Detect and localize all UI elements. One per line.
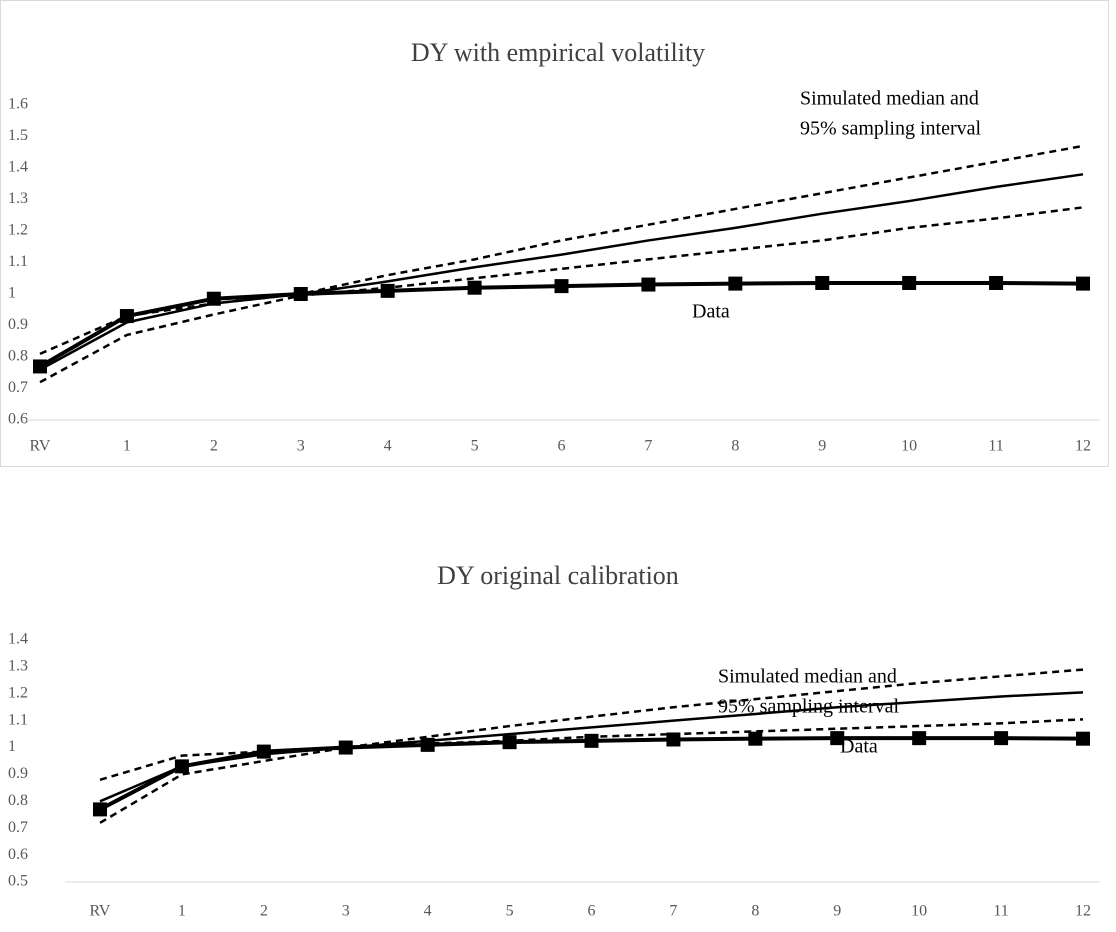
x-tick-label: 4 bbox=[424, 903, 432, 920]
x-tick-label: 7 bbox=[644, 438, 652, 455]
x-tick-label: 8 bbox=[751, 903, 759, 920]
y-tick-label: 0.6 bbox=[8, 846, 28, 863]
annotation: Data bbox=[692, 301, 730, 323]
x-tick-label: 11 bbox=[988, 438, 1003, 455]
y-tick-label: 1.5 bbox=[8, 127, 28, 144]
data-marker bbox=[830, 731, 845, 746]
y-tick-label: 1.1 bbox=[8, 253, 28, 270]
x-tick-label: 8 bbox=[731, 438, 739, 455]
x-tick-label: 6 bbox=[558, 438, 566, 455]
simulated-line bbox=[39, 206, 1084, 384]
chart-title: DY with empirical volatility bbox=[411, 38, 705, 67]
x-tick-label: 10 bbox=[901, 438, 917, 455]
y-tick-label: 0.9 bbox=[8, 316, 28, 333]
annotation: Simulated median and bbox=[718, 666, 897, 688]
data-marker bbox=[912, 731, 927, 746]
x-tick-label: 3 bbox=[342, 903, 350, 920]
y-tick-label: 1.3 bbox=[8, 190, 28, 207]
data-marker bbox=[902, 275, 917, 290]
simulated-line bbox=[39, 173, 1084, 371]
y-tick-label: 0.5 bbox=[8, 873, 28, 890]
y-tick-label: 0.6 bbox=[8, 411, 28, 428]
x-tick-label: 12 bbox=[1075, 903, 1091, 920]
data-marker bbox=[748, 731, 763, 746]
x-tick-label: RV bbox=[30, 438, 51, 455]
y-tick-label: 0.7 bbox=[8, 819, 28, 836]
annotation: 95% sampling interval bbox=[718, 696, 900, 718]
simulated-line bbox=[99, 668, 1084, 782]
data-marker bbox=[119, 309, 134, 324]
x-tick-label: 9 bbox=[818, 438, 826, 455]
y-tick-label: 1.6 bbox=[8, 96, 28, 113]
annotation: Simulated median and bbox=[800, 88, 979, 110]
x-tick-label: 2 bbox=[260, 903, 268, 920]
annotation: Data bbox=[840, 736, 878, 758]
y-tick-label: 1.2 bbox=[8, 222, 28, 239]
y-tick-label: 1 bbox=[8, 285, 16, 302]
data-marker bbox=[293, 287, 308, 301]
x-tick-label: 12 bbox=[1075, 438, 1091, 455]
data-marker bbox=[584, 733, 599, 748]
x-tick-label: 2 bbox=[210, 438, 218, 455]
x-tick-label: 9 bbox=[833, 903, 841, 920]
y-tick-label: 1.4 bbox=[8, 631, 28, 648]
data-line bbox=[99, 736, 1084, 812]
data-marker bbox=[420, 737, 435, 752]
x-tick-label: 4 bbox=[384, 438, 392, 455]
y-tick-label: 1.1 bbox=[8, 711, 28, 728]
y-tick-label: 0.8 bbox=[8, 792, 28, 809]
data-marker bbox=[994, 731, 1009, 746]
y-tick-label: 0.9 bbox=[8, 765, 28, 782]
x-tick-label: 5 bbox=[471, 438, 479, 455]
data-marker bbox=[206, 291, 221, 306]
data-marker bbox=[1076, 276, 1090, 291]
data-marker bbox=[467, 280, 482, 295]
data-marker bbox=[554, 279, 569, 294]
annotation: 95% sampling interval bbox=[800, 118, 982, 140]
y-tick-label: 0.8 bbox=[8, 348, 28, 365]
data-marker bbox=[728, 276, 743, 291]
x-tick-label: 7 bbox=[669, 903, 677, 920]
y-tick-label: 1 bbox=[8, 738, 16, 755]
x-tick-label: 5 bbox=[506, 903, 514, 920]
data-marker bbox=[93, 802, 107, 817]
data-marker bbox=[380, 283, 395, 298]
data-marker bbox=[338, 740, 353, 755]
chart-frame bbox=[0, 0, 1109, 467]
simulated-line bbox=[39, 144, 1084, 355]
x-tick-label: 3 bbox=[297, 438, 305, 455]
x-tick-label: 10 bbox=[911, 903, 927, 920]
chart-title: DY original calibration bbox=[437, 561, 679, 590]
data-marker bbox=[815, 275, 830, 290]
y-tick-label: 1.3 bbox=[8, 658, 28, 675]
x-tick-label: 1 bbox=[123, 438, 131, 455]
y-tick-label: 0.7 bbox=[8, 379, 28, 396]
data-marker bbox=[1076, 731, 1090, 746]
x-tick-label: 6 bbox=[588, 903, 596, 920]
y-tick-label: 1.2 bbox=[8, 684, 28, 701]
data-marker bbox=[641, 277, 656, 292]
x-tick-label: 1 bbox=[178, 903, 186, 920]
data-marker bbox=[174, 759, 189, 774]
x-tick-label: 11 bbox=[993, 903, 1008, 920]
data-marker bbox=[33, 359, 47, 374]
data-marker bbox=[256, 744, 271, 759]
data-marker bbox=[989, 275, 1004, 290]
data-marker bbox=[502, 735, 517, 750]
x-tick-label: RV bbox=[90, 903, 111, 920]
data-line bbox=[38, 280, 1084, 369]
y-tick-label: 1.4 bbox=[8, 159, 28, 176]
data-marker bbox=[666, 732, 681, 747]
